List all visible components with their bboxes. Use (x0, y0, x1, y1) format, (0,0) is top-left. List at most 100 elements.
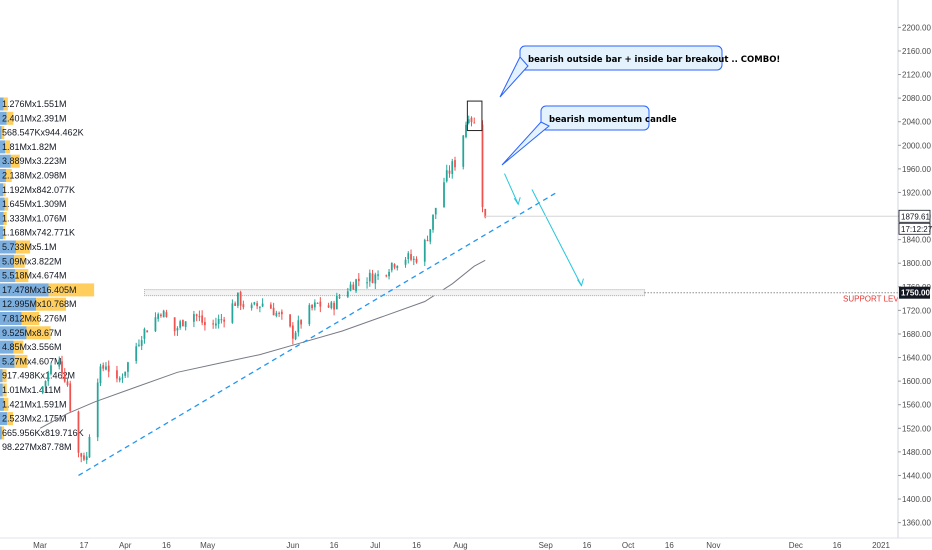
candle-down (146, 330, 149, 333)
candle-up (349, 284, 352, 291)
candle-up (407, 253, 410, 260)
candle-up (434, 207, 437, 215)
candle-down (272, 307, 275, 316)
price-axis[interactable]: 1360.00 1400.00 1440.00 1480.00 1520.00 1560.… (485, 0, 932, 550)
volume-profile-buy-bar (0, 183, 4, 197)
candle-down (385, 275, 388, 277)
volume-profile-sell-bar (10, 154, 20, 168)
volume-profile-buy-bar (0, 226, 4, 240)
candle-down (415, 258, 418, 263)
candle-up (432, 214, 434, 230)
time-tick-label: 16 (833, 541, 842, 550)
price-tick-label: 1800.00 (902, 259, 931, 268)
volume-profile-buy-bar (0, 140, 6, 154)
volume-profile-label: 1.276Mx1.551M (2, 99, 67, 109)
candle-up (451, 161, 454, 174)
price-tick-label: 1960.00 (902, 165, 931, 174)
candle-down (66, 381, 69, 386)
volume-profile-buy-bar (0, 397, 4, 411)
candle-down (280, 311, 283, 315)
volume-profile-label: 5.27Mx4.607M (2, 356, 62, 366)
candle-up (346, 291, 349, 297)
volume-profile-sell-bar (14, 254, 25, 268)
volume-profile-buy-bar (0, 154, 11, 168)
plot-background (0, 0, 898, 550)
candle-down (61, 361, 63, 374)
volume-profile-sell-bar (3, 97, 8, 111)
volume-profile-sell-bar (1, 426, 5, 440)
support-price-value: 1750.00 (901, 289, 930, 298)
time-tick-label: Apr (119, 541, 132, 550)
candle-up (253, 302, 256, 305)
time-axis[interactable]: Mar 17 Apr 16 May Jun 16 Jul 16 Aug Sep 16 Oct 16 Nov D… (0, 537, 932, 550)
candle-down (484, 208, 487, 218)
projection-arrow-small (504, 173, 519, 205)
volume-profile-sell-bar (15, 240, 31, 254)
candle-up (297, 320, 300, 333)
volume-profile-label: 1.168Mx742.771K (2, 228, 75, 238)
candle-down (234, 303, 237, 306)
time-tick-label: 2021 (872, 541, 890, 550)
volume-profile-label: 12.995Mx10.768M (2, 299, 77, 309)
support-zone-box (144, 289, 646, 297)
candle-down (107, 365, 110, 372)
support-zone: SUPPORT LEVEL (144, 289, 909, 304)
callout-momentum-box[interactable] (540, 105, 650, 131)
trendline-dashed[interactable] (78, 191, 558, 477)
callout-combo-pointer (499, 56, 529, 98)
candle-up (154, 317, 157, 332)
volume-profile-buy-bar (0, 312, 22, 325)
candle-up (184, 321, 187, 327)
volume-profile: 1.276Mx1.551M 2.401Mx2.391M 568.547Kx944.4… (0, 97, 95, 452)
current-price-value: 1879.61 (901, 212, 930, 221)
volume-profile-sell-bar (5, 169, 12, 182)
candle-up (388, 271, 390, 277)
time-tick-label: Mar (33, 541, 47, 550)
price-tick-label: 1720.00 (902, 306, 931, 315)
volume-profile-buy-bar (0, 111, 7, 125)
candle-up (99, 366, 102, 384)
projection-arrowhead-small (513, 197, 521, 206)
volume-profile-buy-bar (0, 283, 49, 297)
volume-profile-label: 4.85Mx3.556M (2, 342, 62, 352)
candle-up (217, 319, 220, 324)
price-tick-label: 1920.00 (902, 188, 931, 197)
candle-up (443, 182, 445, 208)
candle-up (124, 371, 127, 376)
volume-profile-label: 1.333Mx1.076M (2, 213, 67, 223)
countdown-value: 17:12:27 (901, 225, 932, 234)
candle-up (396, 265, 399, 269)
price-tick-label: 2200.00 (902, 23, 931, 32)
candle-up (313, 302, 316, 308)
candle-down (212, 323, 215, 325)
candle-up (85, 456, 88, 461)
volume-profile-label: 98.227Mx87.78M (2, 442, 72, 452)
volume-profile-label: 568.547Kx944.462K (2, 128, 84, 138)
annotations[interactable]: bearish outside bar + inside bar breakou… (466, 45, 780, 287)
candle-up (118, 378, 121, 381)
candle-down (198, 315, 201, 318)
candle-down (269, 304, 272, 309)
volume-profile-label: 1.192Mx842.077K (2, 185, 75, 195)
candle-down (426, 240, 429, 242)
volume-profile-buy-bar (0, 269, 16, 283)
countdown-tag (898, 222, 931, 235)
price-tick-label: 1560.00 (902, 401, 931, 410)
callout-momentum-text: bearish momentum candle (549, 115, 677, 125)
time-tick-label: 16 (412, 541, 421, 550)
price-tick-label: 2000.00 (902, 141, 931, 150)
time-tick-label: 16 (582, 541, 591, 550)
candle-up (58, 359, 61, 367)
volume-profile-label: 9.525Mx8.67M (2, 328, 62, 338)
trendline[interactable] (78, 191, 558, 477)
callout-momentum-pointer (501, 121, 550, 166)
volume-profile-buy-bar (0, 340, 14, 354)
candle-down (481, 124, 484, 208)
candle-up (462, 135, 465, 167)
candle-down (83, 455, 85, 460)
candle-up (157, 314, 160, 319)
time-tick-label: 16 (162, 541, 171, 550)
candle-down (300, 319, 302, 325)
candle-down (289, 314, 291, 327)
